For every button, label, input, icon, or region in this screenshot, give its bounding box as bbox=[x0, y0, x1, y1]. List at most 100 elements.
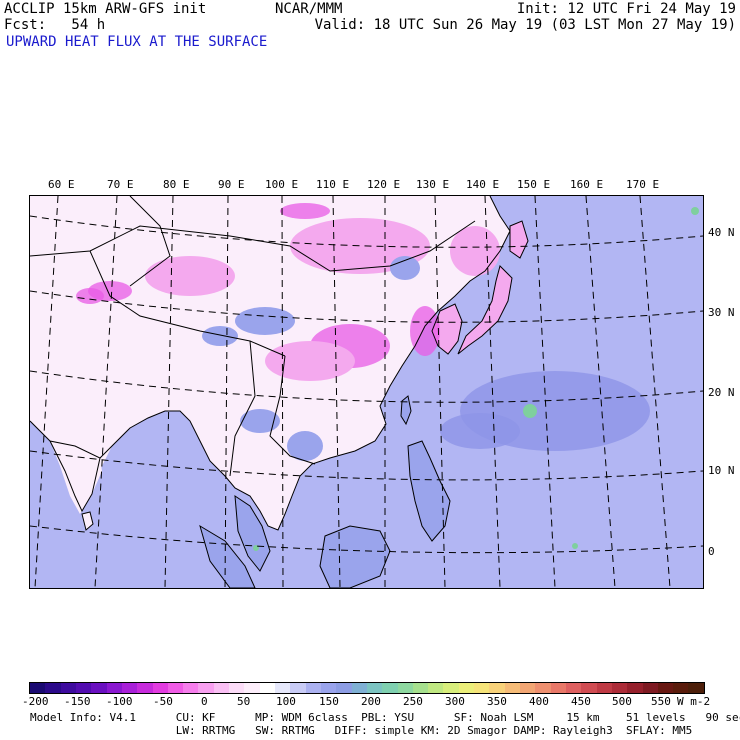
flux-mid-china bbox=[265, 341, 355, 381]
colorbar-swatch bbox=[443, 683, 459, 693]
philippines-islands bbox=[408, 441, 450, 541]
colorbar-swatch bbox=[535, 683, 551, 693]
colorbar-swatch bbox=[183, 683, 199, 693]
borneo-island bbox=[320, 526, 390, 588]
sri-lanka-island bbox=[82, 512, 93, 530]
colorbar-swatch bbox=[275, 683, 291, 693]
colorbar-swatch bbox=[244, 683, 260, 693]
colorbar-swatch bbox=[259, 683, 275, 693]
colorbar-swatch bbox=[428, 683, 444, 693]
colorbar-swatch bbox=[121, 683, 138, 693]
flux-low-mongolia bbox=[390, 256, 420, 280]
flux-low-himalaya bbox=[202, 326, 238, 346]
colorbar-swatch bbox=[75, 683, 92, 693]
colorbar-tick: -200 bbox=[22, 695, 49, 708]
colorbar-tick: 550 bbox=[651, 695, 671, 708]
colorbar-swatch bbox=[229, 683, 245, 693]
lon-label: 120 E bbox=[367, 178, 401, 191]
malay-peninsula bbox=[235, 496, 270, 571]
colorbar-swatch bbox=[412, 683, 429, 693]
colorbar-swatch bbox=[550, 683, 566, 693]
colorbar-swatch bbox=[167, 683, 184, 693]
colorbar-tick: 450 bbox=[571, 695, 591, 708]
lon-label: 60 E bbox=[48, 178, 75, 191]
lat-label: 0 bbox=[708, 545, 715, 558]
colorbar-swatch bbox=[152, 683, 168, 693]
colorbar-tick: -150 bbox=[64, 695, 91, 708]
colorbar-swatch bbox=[657, 683, 674, 693]
flux-high-east bbox=[410, 306, 440, 356]
colorbar-tick: 250 bbox=[403, 695, 423, 708]
colorbar-swatch bbox=[366, 683, 383, 693]
colorbar-swatch bbox=[320, 683, 337, 693]
sumatra-island bbox=[200, 526, 255, 588]
colorbar-tick: 350 bbox=[487, 695, 507, 708]
flux-high-north bbox=[280, 203, 330, 219]
colorbar-swatch bbox=[489, 683, 505, 693]
flux-low-tibet bbox=[235, 307, 295, 335]
colorbar-swatch bbox=[596, 683, 612, 693]
lat-label: 20 N bbox=[708, 386, 735, 399]
flux-low-indochina bbox=[287, 431, 323, 461]
colorbar-units: W m-2 bbox=[677, 695, 711, 708]
flux-mid-manchuria bbox=[450, 226, 500, 276]
colorbar-tick: 200 bbox=[361, 695, 381, 708]
heat-flux-map bbox=[30, 196, 703, 588]
colorbar-swatch bbox=[565, 683, 582, 693]
colorbar-swatch bbox=[351, 683, 367, 693]
colorbar-swatch bbox=[213, 683, 230, 693]
colorbar-tick: 150 bbox=[319, 695, 339, 708]
colorbar-swatch bbox=[106, 683, 122, 693]
colorbar-swatch bbox=[688, 683, 704, 693]
flux-hotspot-pacific bbox=[523, 404, 537, 418]
lon-label: 130 E bbox=[416, 178, 450, 191]
japan-islands bbox=[458, 266, 512, 354]
lon-label: 150 E bbox=[517, 178, 551, 191]
model-title: ACCLIP 15km ARW-GFS init bbox=[4, 1, 207, 17]
colorbar-tick: 100 bbox=[276, 695, 296, 708]
lon-label: 100 E bbox=[265, 178, 299, 191]
graticule bbox=[30, 196, 703, 588]
hokkaido-island bbox=[510, 221, 528, 258]
institution-label: NCAR/MMM bbox=[275, 1, 343, 17]
colorbar-tick: 400 bbox=[529, 695, 549, 708]
lon-label: 140 E bbox=[466, 178, 500, 191]
flux-ocean-philippine bbox=[440, 413, 520, 449]
colorbar-swatch bbox=[397, 683, 413, 693]
colorbar bbox=[29, 682, 705, 694]
colorbar-swatch bbox=[474, 683, 490, 693]
colorbar-tick: 500 bbox=[612, 695, 632, 708]
lon-label: 90 E bbox=[218, 178, 245, 191]
colorbar-swatch bbox=[198, 683, 214, 693]
lon-label: 80 E bbox=[163, 178, 190, 191]
colorbar-tick: 50 bbox=[237, 695, 251, 708]
colorbar-swatch bbox=[137, 683, 153, 693]
colorbar-swatch bbox=[458, 683, 475, 693]
init-time: Init: 12 UTC Fri 24 May 19 bbox=[516, 1, 736, 17]
colorbar-tick: -100 bbox=[106, 695, 133, 708]
colorbar-swatch bbox=[45, 683, 61, 693]
lat-label: 40 N bbox=[708, 226, 735, 239]
lon-label: 160 E bbox=[570, 178, 604, 191]
colorbar-swatch bbox=[627, 683, 643, 693]
colorbar-swatch bbox=[305, 683, 321, 693]
flux-hotspot-north bbox=[691, 207, 699, 215]
flux-high-west bbox=[76, 288, 104, 304]
colorbar-swatch bbox=[642, 683, 658, 693]
colorbar-tick: -50 bbox=[153, 695, 173, 708]
lat-label: 10 N bbox=[708, 464, 735, 477]
flux-hotspot-palau bbox=[572, 543, 578, 549]
korea-peninsula bbox=[432, 304, 462, 354]
model-info-line1: Model Info: V4.1 CU: KF MP: WDM 6class P… bbox=[30, 711, 740, 724]
forecast-hour: Fcst: 54 h bbox=[4, 17, 106, 33]
valid-time: Valid: 18 UTC Sun 26 May 19 (03 LST Mon … bbox=[314, 17, 736, 33]
coastlines bbox=[30, 196, 529, 588]
lat-label: 30 N bbox=[708, 306, 735, 319]
colorbar-swatch bbox=[382, 683, 398, 693]
colorbar-swatch bbox=[336, 683, 352, 693]
colorbar-swatch bbox=[91, 683, 107, 693]
flux-mid-central bbox=[145, 256, 235, 296]
lon-label: 110 E bbox=[316, 178, 350, 191]
colorbar-swatch bbox=[611, 683, 628, 693]
colorbar-swatch bbox=[60, 683, 76, 693]
